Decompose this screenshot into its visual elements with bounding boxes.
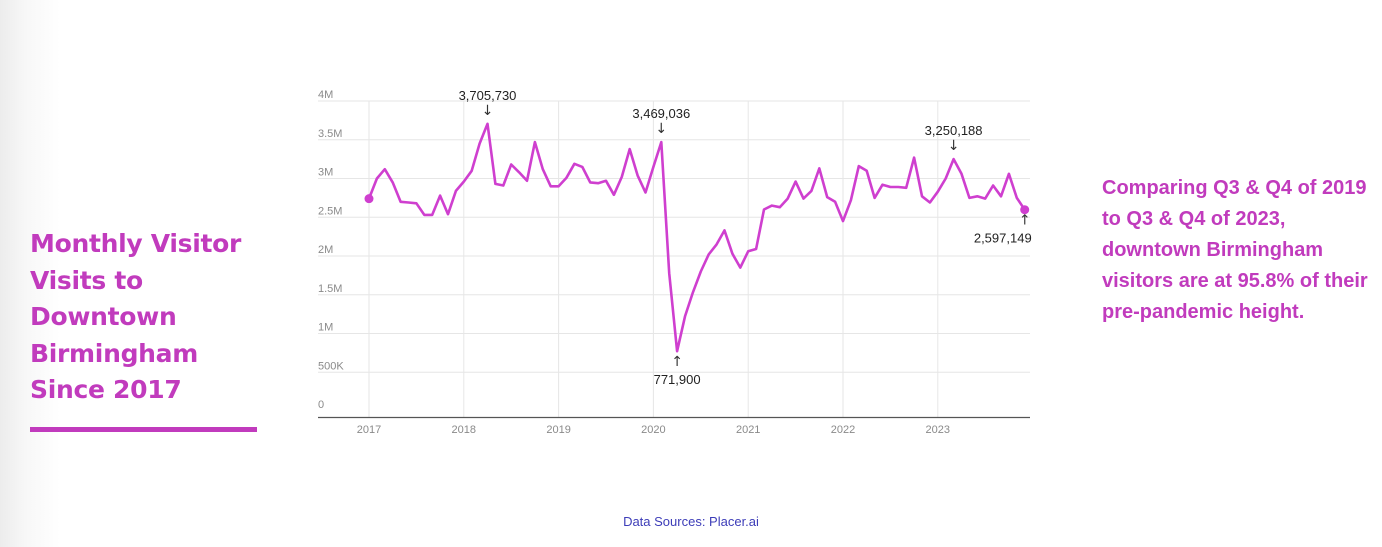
annotation-label: 2,597,149 bbox=[974, 231, 1032, 246]
x-tick-label: 2021 bbox=[736, 424, 760, 436]
y-tick-label: 1M bbox=[318, 322, 333, 334]
x-tick-label: 2018 bbox=[452, 424, 476, 436]
y-axis-ticks: 0 500K 1M 1.5M 2M 2.5M 3M 3.5M 4M bbox=[318, 89, 344, 411]
y-tick-label: 3M bbox=[318, 167, 333, 179]
annotation-label: 3,705,730 bbox=[459, 88, 517, 103]
y-tick-label: 2.5M bbox=[318, 205, 342, 217]
x-tick-label: 2022 bbox=[831, 424, 855, 436]
annotation-arrow: ↓ bbox=[655, 121, 667, 137]
x-tick-label: 2019 bbox=[546, 424, 570, 436]
callout-text: Comparing Q3 & Q4 of 2019 to Q3 & Q4 of … bbox=[1102, 177, 1368, 323]
annotation-label: 3,469,036 bbox=[632, 106, 690, 121]
x-axis-ticks: 2017 2018 2019 2020 2021 2022 2023 bbox=[357, 424, 950, 436]
y-tick-label: 4M bbox=[318, 89, 333, 101]
annotation-label: 3,250,188 bbox=[925, 123, 983, 138]
annotation-arrow: ↑ bbox=[1019, 213, 1031, 229]
data-source: Data Sources: Placer.ai bbox=[623, 514, 759, 529]
page-title: Monthly Visitor Visits to Downtown Birmi… bbox=[30, 229, 242, 404]
annotation-arrow: ↓ bbox=[948, 138, 960, 154]
y-tick-label: 3.5M bbox=[318, 128, 342, 140]
y-tick-label: 1.5M bbox=[318, 283, 342, 295]
series-end-point bbox=[1020, 205, 1030, 215]
y-tick-label: 0 bbox=[318, 399, 324, 411]
chart-annotations: ↓3,705,730↓3,469,036↑771,900↓3,250,188↑2… bbox=[459, 88, 1032, 387]
chart-grid bbox=[318, 100, 1030, 417]
annotation-arrow: ↓ bbox=[482, 103, 494, 119]
y-tick-label: 500K bbox=[318, 360, 344, 372]
annotation-label: 771,900 bbox=[654, 372, 701, 387]
x-tick-label: 2020 bbox=[641, 424, 665, 436]
series-start-point bbox=[364, 194, 374, 204]
series-line bbox=[367, 122, 1027, 353]
chart-series bbox=[364, 122, 1030, 353]
title-underline bbox=[30, 427, 257, 432]
x-tick-label: 2023 bbox=[926, 424, 950, 436]
x-tick-label: 2017 bbox=[357, 424, 381, 436]
annotation-arrow: ↑ bbox=[671, 354, 683, 370]
y-tick-label: 2M bbox=[318, 244, 333, 256]
